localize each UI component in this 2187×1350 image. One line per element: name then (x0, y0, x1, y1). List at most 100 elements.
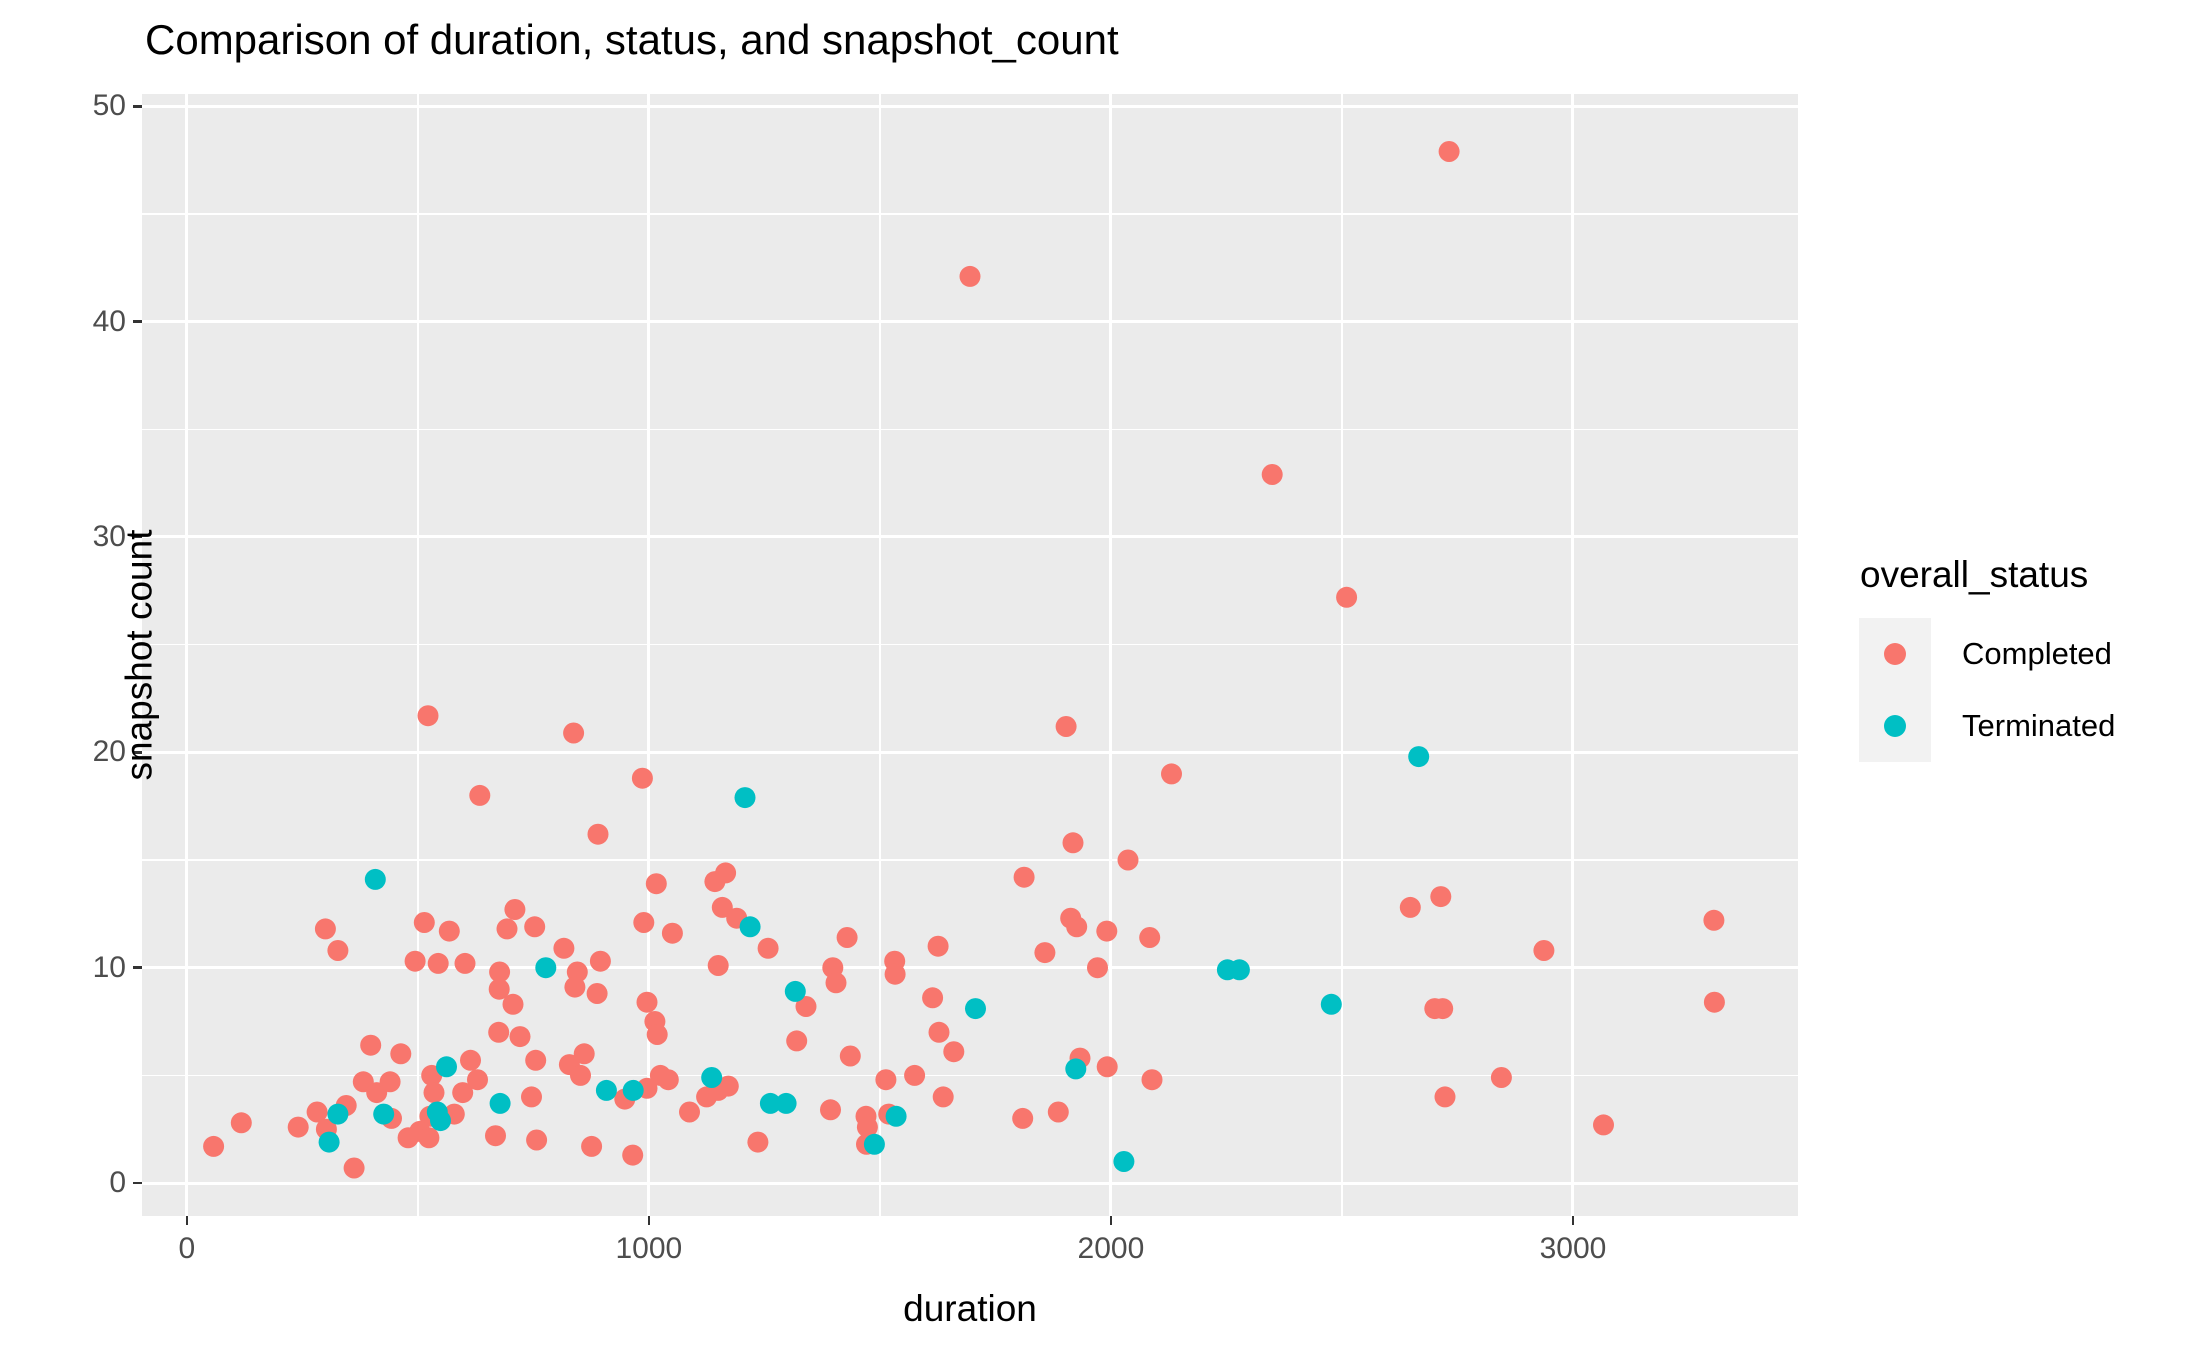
legend-key (1859, 618, 1931, 690)
minor-gridline-x (417, 94, 419, 1216)
legend-item-terminated: Terminated (1859, 690, 2179, 762)
y-tick-mark (133, 1181, 142, 1185)
minor-gridline-x (879, 94, 881, 1216)
data-point-completed (509, 1026, 531, 1048)
data-point-terminated (489, 1092, 511, 1114)
data-point-completed (488, 978, 510, 1000)
data-point-completed (1117, 849, 1139, 871)
data-point-completed (287, 1116, 309, 1138)
data-point-completed (1066, 916, 1088, 938)
data-point-completed (502, 993, 524, 1015)
data-point-completed (922, 987, 944, 1009)
major-gridline-y (142, 535, 1798, 539)
y-tick-mark (133, 535, 142, 539)
y-tick-label: 30 (92, 519, 126, 553)
data-point-terminated (775, 1092, 797, 1114)
data-point-completed (390, 1043, 412, 1065)
data-point-terminated (734, 787, 756, 809)
data-point-completed (1013, 866, 1035, 888)
y-tick-label: 50 (92, 89, 126, 123)
major-gridline-y (142, 1181, 1798, 1185)
data-point-completed (525, 1049, 547, 1071)
data-point-completed (524, 916, 546, 938)
data-point-terminated (863, 1133, 885, 1155)
major-gridline-y (142, 104, 1798, 108)
data-point-completed (795, 996, 817, 1017)
data-point-completed (343, 1157, 365, 1179)
data-point-completed (875, 1069, 897, 1091)
legend-item-completed: Completed (1859, 618, 2179, 690)
data-point-completed (1047, 1101, 1069, 1123)
major-gridline-y (142, 320, 1798, 324)
y-tick-mark (133, 751, 142, 754)
data-point-completed (932, 1086, 954, 1108)
x-tick-mark (1109, 1216, 1113, 1225)
x-tick-mark (647, 1216, 651, 1225)
data-point-completed (633, 912, 655, 933)
x-tick-label: 0 (178, 1232, 196, 1265)
data-point-completed (553, 937, 575, 959)
data-point-completed (884, 963, 906, 985)
data-point-terminated (885, 1105, 907, 1127)
data-point-terminated (318, 1131, 340, 1153)
data-point-completed (661, 922, 683, 944)
major-gridline-x (1571, 94, 1575, 1216)
data-point-completed (306, 1101, 328, 1123)
data-point-completed (587, 823, 609, 845)
data-point-completed (454, 952, 476, 974)
data-point-terminated (373, 1103, 395, 1125)
major-gridline-x (647, 94, 651, 1216)
data-point-completed (504, 899, 526, 920)
minor-gridline-y (142, 1074, 1798, 1077)
data-point-completed (314, 918, 336, 940)
data-point-completed (1533, 940, 1555, 961)
y-tick-mark (133, 320, 142, 323)
x-tick-label: 3000 (1539, 1232, 1607, 1265)
data-point-completed (485, 1125, 506, 1147)
legend-label: Terminated (1962, 708, 2116, 743)
data-point-completed (1490, 1067, 1512, 1088)
data-point-completed (404, 950, 426, 972)
data-point-completed (820, 1099, 841, 1121)
minor-gridline-x (1341, 94, 1343, 1216)
data-point-completed (959, 265, 981, 287)
data-point-completed (1399, 896, 1421, 918)
data-point-completed (379, 1071, 401, 1093)
data-point-completed (521, 1086, 542, 1108)
data-point-completed (1434, 1086, 1456, 1108)
x-tick-mark (1571, 1216, 1575, 1225)
data-point-completed (657, 1069, 679, 1091)
minor-gridline-y (142, 428, 1798, 431)
data-point-completed (707, 955, 729, 976)
data-point-completed (417, 705, 439, 727)
data-point-completed (1430, 886, 1452, 908)
y-tick-label: 0 (109, 1166, 126, 1200)
terminated-dot-icon (1884, 715, 1906, 737)
y-tick-mark (133, 966, 142, 969)
minor-gridline-y (142, 213, 1798, 215)
data-point-completed (1034, 942, 1056, 964)
data-point-terminated (965, 998, 986, 1020)
data-point-completed (573, 1043, 595, 1065)
minor-gridline-y (142, 643, 1798, 646)
data-point-terminated (430, 1110, 451, 1132)
data-point-completed (469, 784, 491, 806)
data-point-completed (1055, 716, 1077, 737)
data-point-terminated (1320, 993, 1342, 1015)
x-axis-title: duration (903, 1288, 1037, 1329)
data-point-completed (496, 918, 518, 940)
y-tick-label: 10 (92, 950, 126, 984)
data-point-completed (1141, 1069, 1163, 1091)
major-gridline-y (142, 750, 1798, 754)
data-point-terminated (701, 1067, 723, 1088)
data-point-completed (563, 722, 585, 744)
data-point-terminated (1408, 746, 1430, 768)
data-point-completed (679, 1101, 700, 1123)
data-point-completed (581, 1135, 603, 1157)
data-point-terminated (739, 916, 761, 938)
data-point-terminated (1113, 1151, 1135, 1172)
data-point-completed (1096, 920, 1118, 942)
data-point-terminated (364, 868, 386, 890)
data-point-completed (1096, 1056, 1118, 1078)
data-point-terminated (1065, 1058, 1087, 1080)
